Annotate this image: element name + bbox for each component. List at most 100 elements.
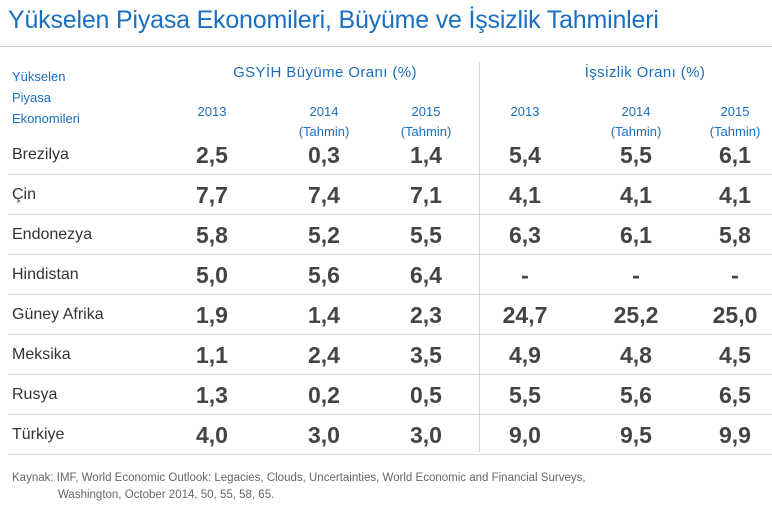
unemployment-cell: 4,8 bbox=[620, 342, 652, 368]
country-column-header: Yükselen Piyasa Ekonomileri bbox=[12, 66, 122, 129]
table-row: Rusya 1,3 0,2 0,5 5,5 5,6 6,5 bbox=[0, 375, 772, 415]
gdp-growth-cell: 3,5 bbox=[410, 342, 442, 368]
unemployment-cell: 5,6 bbox=[620, 382, 652, 408]
gdp-growth-cell: 2,3 bbox=[410, 302, 442, 328]
unemployment-cell: 5,5 bbox=[509, 382, 541, 408]
gdp-growth-cell: 1,4 bbox=[410, 142, 442, 168]
unemployment-cell: - bbox=[731, 262, 739, 288]
unemployment-cell: 9,0 bbox=[509, 422, 541, 448]
country-name: Çin bbox=[12, 186, 37, 203]
year-note: (Tahmin) bbox=[400, 124, 452, 139]
gdp-growth-cell: 5,5 bbox=[410, 222, 442, 248]
gdp-growth-cell: 4,0 bbox=[196, 422, 228, 448]
title-divider bbox=[0, 46, 772, 47]
unemployment-cell: 6,1 bbox=[719, 142, 751, 168]
country-header-line-3: Ekonomileri bbox=[12, 111, 80, 126]
gdp-growth-cell: 0,5 bbox=[410, 382, 442, 408]
gdp-growth-group-header: GSYİH Büyüme Oranı (%) bbox=[233, 64, 417, 81]
unemployment-cell: - bbox=[521, 262, 529, 288]
unemployment-group-header: İşsizlik Oranı (%) bbox=[584, 64, 706, 81]
gdp-growth-cell: 5,6 bbox=[308, 262, 340, 288]
gdp-growth-cell: 5,2 bbox=[308, 222, 340, 248]
table-row: Güney Afrika 1,9 1,4 2,3 24,7 25,2 25,0 bbox=[0, 295, 772, 335]
gdp-growth-cell: 1,3 bbox=[196, 382, 228, 408]
gdp-growth-cell: 5,8 bbox=[196, 222, 228, 248]
source-line-2: Washington, October 2014, 50, 55, 58, 65… bbox=[58, 489, 275, 501]
unemployment-cell: 9,5 bbox=[620, 422, 652, 448]
unemployment-cell: 25,0 bbox=[712, 302, 758, 328]
country-name: Rusya bbox=[12, 386, 58, 403]
year-label: 2015 bbox=[411, 104, 441, 119]
gdp-growth-cell: 7,1 bbox=[410, 182, 442, 208]
row-divider bbox=[8, 174, 772, 175]
gdp-growth-cell: 2,4 bbox=[308, 342, 340, 368]
group-divider bbox=[479, 62, 480, 452]
gdp-growth-cell: 0,3 bbox=[308, 142, 340, 168]
row-divider bbox=[8, 374, 772, 375]
gdp-growth-cell: 3,0 bbox=[410, 422, 442, 448]
country-header-line-2: Piyasa bbox=[12, 90, 52, 105]
country-name: Endonezya bbox=[12, 226, 93, 243]
year-header: 2013 bbox=[485, 102, 565, 122]
unemployment-cell: 24,7 bbox=[502, 302, 548, 328]
year-header: 2015 (Tahmin) bbox=[386, 102, 466, 142]
gdp-growth-cell: 0,2 bbox=[308, 382, 340, 408]
source-line-1: Kaynak: IMF, World Economic Outlook: Leg… bbox=[12, 472, 586, 484]
row-divider bbox=[8, 454, 772, 455]
gdp-growth-cell: 5,0 bbox=[196, 262, 228, 288]
source-note: Kaynak: IMF, World Economic Outlook: Leg… bbox=[12, 470, 752, 504]
gdp-growth-cell: 2,5 bbox=[196, 142, 228, 168]
year-note: (Tahmin) bbox=[298, 124, 350, 139]
row-divider bbox=[8, 334, 772, 335]
year-header: 2013 bbox=[172, 102, 252, 122]
year-label: 2015 bbox=[720, 104, 750, 119]
gdp-growth-cell: 1,9 bbox=[196, 302, 228, 328]
row-divider bbox=[8, 294, 772, 295]
table-row: Hindistan 5,0 5,6 6,4 - - - bbox=[0, 255, 772, 295]
country-name: Hindistan bbox=[12, 266, 79, 283]
year-label: 2013 bbox=[197, 104, 227, 119]
table-row: Çin 7,7 7,4 7,1 4,1 4,1 4,1 bbox=[0, 175, 772, 215]
gdp-growth-cell: 3,0 bbox=[308, 422, 340, 448]
row-divider bbox=[8, 414, 772, 415]
unemployment-cell: 5,4 bbox=[509, 142, 541, 168]
year-note: (Tahmin) bbox=[709, 124, 761, 139]
unemployment-cell: 5,8 bbox=[719, 222, 751, 248]
table-row: Endonezya 5,8 5,2 5,5 6,3 6,1 5,8 bbox=[0, 215, 772, 255]
year-header: 2015 (Tahmin) bbox=[695, 102, 772, 142]
country-name: Meksika bbox=[12, 346, 71, 363]
gdp-growth-cell: 1,1 bbox=[196, 342, 228, 368]
country-name: Brezilya bbox=[12, 146, 69, 163]
unemployment-cell: 9,9 bbox=[719, 422, 751, 448]
table-row: Türkiye 4,0 3,0 3,0 9,0 9,5 9,9 bbox=[0, 415, 772, 455]
gdp-growth-cell: 1,4 bbox=[308, 302, 340, 328]
unemployment-cell: 6,3 bbox=[509, 222, 541, 248]
gdp-growth-cell: 6,4 bbox=[410, 262, 442, 288]
unemployment-cell: 4,1 bbox=[719, 182, 751, 208]
year-label: 2013 bbox=[510, 104, 540, 119]
country-header-line-1: Yükselen bbox=[12, 69, 66, 84]
page-title: Yükselen Piyasa Ekonomileri, Büyüme ve İ… bbox=[8, 6, 659, 34]
country-name: Türkiye bbox=[12, 426, 65, 443]
year-label: 2014 bbox=[621, 104, 651, 119]
unemployment-cell: 4,5 bbox=[719, 342, 751, 368]
year-header: 2014 (Tahmin) bbox=[596, 102, 676, 142]
row-divider bbox=[8, 214, 772, 215]
gdp-growth-cell: 7,4 bbox=[308, 182, 340, 208]
year-label: 2014 bbox=[309, 104, 339, 119]
row-divider bbox=[8, 254, 772, 255]
gdp-growth-cell: 7,7 bbox=[196, 182, 228, 208]
country-name: Güney Afrika bbox=[12, 306, 104, 323]
unemployment-cell: 25,2 bbox=[613, 302, 659, 328]
unemployment-cell: 6,5 bbox=[719, 382, 751, 408]
unemployment-cell: 6,1 bbox=[620, 222, 652, 248]
table-row: Brezilya 2,5 0,3 1,4 5,4 5,5 6,1 bbox=[0, 135, 772, 175]
unemployment-cell: 4,1 bbox=[509, 182, 541, 208]
unemployment-cell: 4,9 bbox=[509, 342, 541, 368]
unemployment-cell: - bbox=[632, 262, 640, 288]
unemployment-cell: 5,5 bbox=[620, 142, 652, 168]
table-row: Meksika 1,1 2,4 3,5 4,9 4,8 4,5 bbox=[0, 335, 772, 375]
unemployment-cell: 4,1 bbox=[620, 182, 652, 208]
year-note: (Tahmin) bbox=[610, 124, 662, 139]
year-header: 2014 (Tahmin) bbox=[284, 102, 364, 142]
